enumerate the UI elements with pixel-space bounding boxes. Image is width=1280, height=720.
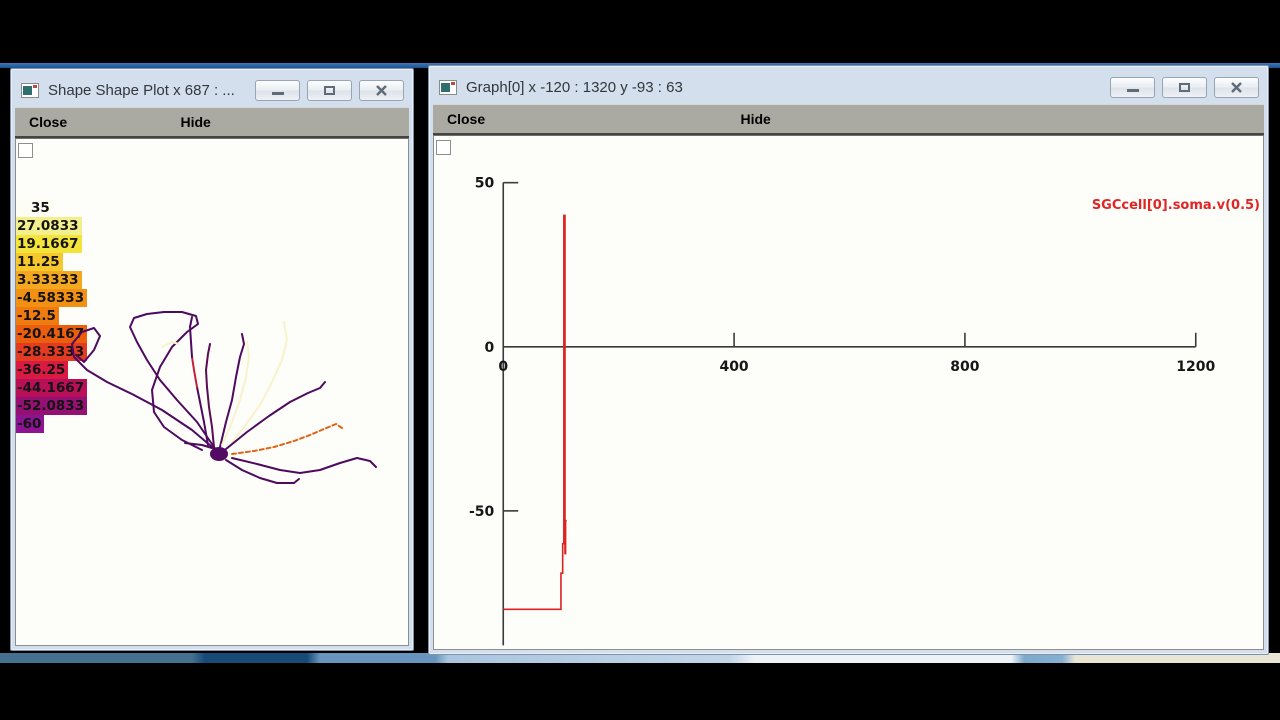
voltage-trace: [503, 214, 567, 611]
neuron-branch: [221, 341, 250, 446]
x-tick-label: 0: [498, 359, 508, 375]
scale-row: 27.0833: [16, 217, 87, 235]
scale-row: 3.33333: [16, 271, 87, 289]
neuron-branch: [205, 343, 215, 448]
minimize-button[interactable]: [1110, 76, 1155, 98]
shape-plot-window: Shape Shape Plot x 687 : ... Close Hide …: [10, 68, 414, 651]
window-icon-dot: [451, 81, 455, 85]
menu-close[interactable]: Close: [29, 114, 68, 130]
scale-row: -28.3333: [16, 343, 88, 361]
canvas-menu-box[interactable]: [18, 143, 33, 158]
neuron-branch: [225, 381, 326, 450]
shape-plot-menubar: Close Hide: [15, 107, 409, 138]
graph-titlebar[interactable]: Graph[0] x -120 : 1320 y -93 : 63: [433, 70, 1264, 104]
window-controls: [1110, 76, 1262, 98]
scale-row: -12.5: [16, 307, 87, 325]
neuron-branch: [227, 321, 288, 449]
scale-row: -36.25: [16, 361, 87, 379]
canvas-menu-box[interactable]: [436, 140, 451, 155]
x-tick-label: 800: [950, 359, 979, 375]
window-icon-pane: [23, 85, 32, 95]
neuron-branch: [129, 311, 217, 451]
soma: [210, 447, 228, 461]
neuron-branch: [191, 356, 198, 388]
graph-menubar: Close Hide: [433, 104, 1264, 135]
neuron-branch: [225, 459, 300, 484]
y-tick-label: -50: [469, 504, 495, 520]
close-icon: [1231, 81, 1242, 93]
minimize-icon: [1126, 89, 1139, 92]
maximize-button[interactable]: [1162, 76, 1207, 98]
graph-window: Graph[0] x -120 : 1320 y -93 : 63 Close …: [428, 65, 1269, 655]
neuron-branch: [184, 442, 213, 449]
scale-row: 35: [16, 199, 87, 217]
window-icon-pane: [441, 82, 450, 92]
window-title: Shape Shape Plot x 687 : ...: [48, 81, 235, 99]
maximize-icon: [324, 85, 335, 95]
neuron-branch: [231, 457, 377, 474]
y-tick-label: 0: [485, 340, 495, 356]
window-controls: [255, 79, 407, 101]
shape-canvas[interactable]: 35 27.0833 19.1667 11.25 3.33333 -4.58333 -12.…: [15, 138, 409, 646]
maximize-icon: [1179, 82, 1190, 92]
graph-canvas[interactable]: 50 0 -50 0 400 800 1200 SGCcell[0].soma.v(0.5): [433, 135, 1264, 650]
menu-hide[interactable]: Hide: [740, 111, 771, 127]
neuron-branch: [196, 386, 209, 446]
color-scale: 35 27.0833 19.1667 11.25 3.33333 -4.58333 -12.…: [16, 199, 88, 433]
shape-plot-titlebar[interactable]: Shape Shape Plot x 687 : ...: [15, 73, 409, 107]
close-icon: [376, 84, 387, 96]
minimize-icon: [271, 92, 284, 95]
scale-row: 19.1667: [16, 235, 87, 253]
window-title: Graph[0] x -120 : 1320 y -93 : 63: [466, 78, 683, 96]
y-tick-label: 50: [475, 176, 495, 192]
neuron-branch: [161, 341, 180, 348]
x-tick-label: 1200: [1176, 359, 1215, 375]
window-icon: [21, 82, 39, 98]
scale-row: -20.4167: [16, 325, 88, 343]
neuron-branch: [219, 333, 245, 448]
menu-close[interactable]: Close: [447, 111, 486, 127]
maximize-button[interactable]: [307, 79, 352, 101]
neuron-branch: [189, 316, 193, 358]
scale-row: -60: [16, 415, 87, 433]
scale-row: -52.0833: [16, 397, 88, 415]
graph-svg: 50 0 -50 0 400 800 1200: [469, 176, 1215, 646]
minimize-button[interactable]: [255, 79, 300, 101]
menu-hide[interactable]: Hide: [180, 114, 211, 130]
morphology-svg: [71, 311, 377, 484]
window-icon: [439, 79, 457, 95]
close-button[interactable]: [1214, 76, 1259, 98]
x-tick-label: 400: [719, 359, 748, 375]
scale-row: 11.25: [16, 253, 87, 271]
taskbar-sliver: [0, 653, 1280, 663]
neuron-branch: [71, 327, 219, 453]
scale-row: -44.1667: [16, 379, 88, 397]
neuron-branch: [231, 423, 343, 455]
close-button[interactable]: [359, 79, 404, 101]
window-icon-dot: [33, 84, 37, 88]
scale-row: -4.58333: [16, 289, 88, 307]
trace-label: SGCcell[0].soma.v(0.5): [1091, 198, 1260, 213]
